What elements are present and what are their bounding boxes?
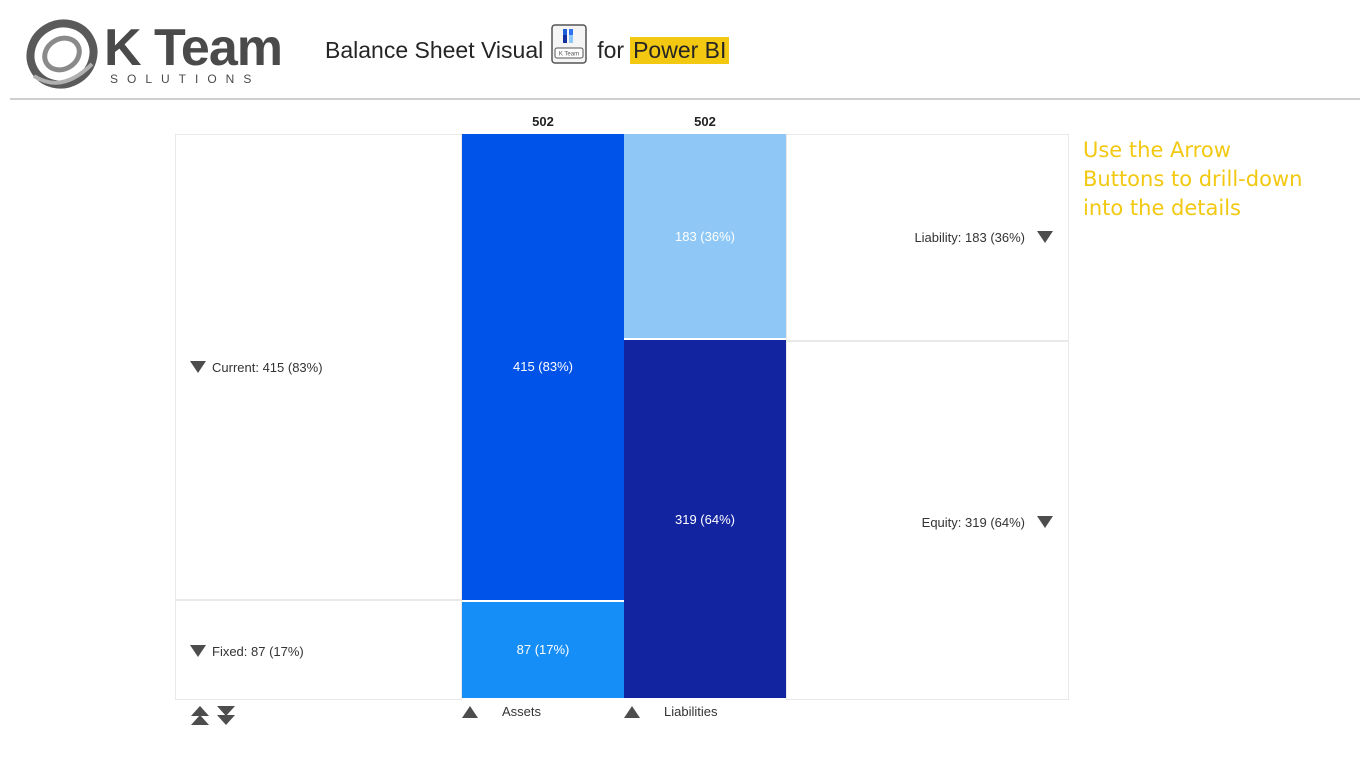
assets-axis-label[interactable]: Assets: [462, 704, 541, 719]
equity-row-cell: [786, 341, 1069, 700]
logo-wordmark: K Team: [104, 19, 283, 77]
liability-row-label[interactable]: Liability: 183 (36%): [914, 228, 1053, 246]
drill-down-arrow-icon[interactable]: [1037, 231, 1053, 243]
liabilities-axis-label[interactable]: Liabilities: [624, 704, 717, 719]
fixed-row-cell: [175, 600, 462, 700]
title-text: Balance Sheet Visual: [325, 36, 544, 63]
drill-down-arrow-icon[interactable]: [1037, 516, 1053, 528]
swirl-logo-icon: [26, 19, 98, 89]
company-logo: K Team SOLUTIONS: [24, 14, 304, 90]
bar-segment-current[interactable]: 415 (83%): [462, 134, 624, 602]
title-for: for: [597, 36, 625, 63]
bar-label-liability: 183 (36%): [675, 228, 735, 244]
liability-row-cell: [786, 134, 1069, 341]
liabilities-total: 502: [694, 114, 716, 129]
fixed-row-text: Fixed: 87 (17%): [212, 643, 304, 659]
drill-down-arrow-icon[interactable]: [190, 645, 206, 657]
fixed-row-label[interactable]: Fixed: 87 (17%): [190, 642, 304, 660]
drill-down-hint: Use the Arrow Buttons to drill-down into…: [1083, 138, 1303, 220]
bar-segment-fixed[interactable]: 87 (17%): [462, 601, 624, 700]
drill-up-all-icon[interactable]: [190, 704, 210, 728]
current-row-text: Current: 415 (83%): [212, 359, 323, 375]
bar-label-fixed: 87 (17%): [516, 642, 570, 658]
header-divider: [10, 98, 1360, 100]
liabilities-axis-text: Liabilities: [664, 704, 718, 719]
liability-row-text: Liability: 183 (36%): [914, 229, 1025, 245]
assets-total: 502: [532, 114, 554, 129]
expand-all-down-icon[interactable]: [216, 704, 236, 728]
title-highlight: Power BI: [630, 36, 730, 64]
current-row-label[interactable]: Current: 415 (83%): [190, 358, 323, 376]
bar-label-equity: 319 (64%): [675, 511, 735, 527]
bar-segment-liability[interactable]: 183 (36%): [624, 134, 786, 341]
drill-up-arrow-icon[interactable]: [624, 705, 640, 718]
drill-controls: [190, 704, 236, 728]
assets-axis-text: Assets: [502, 704, 542, 719]
balance-sheet-app-icon: K Team: [551, 24, 587, 64]
equity-row-label[interactable]: Equity: 319 (64%): [922, 513, 1053, 531]
current-row-cell: [175, 134, 462, 600]
equity-row-text: Equity: 319 (64%): [921, 514, 1025, 530]
drill-up-arrow-icon[interactable]: [462, 705, 478, 718]
app-icon-caption: K Team: [559, 52, 579, 58]
page-title: Balance Sheet Visual K Team for Power BI: [325, 24, 730, 70]
logo-subtitle: SOLUTIONS: [110, 72, 261, 86]
drill-down-arrow-icon[interactable]: [190, 361, 206, 373]
bar-segment-equity[interactable]: 319 (64%): [624, 340, 786, 700]
bar-label-current: 415 (83%): [513, 359, 573, 375]
